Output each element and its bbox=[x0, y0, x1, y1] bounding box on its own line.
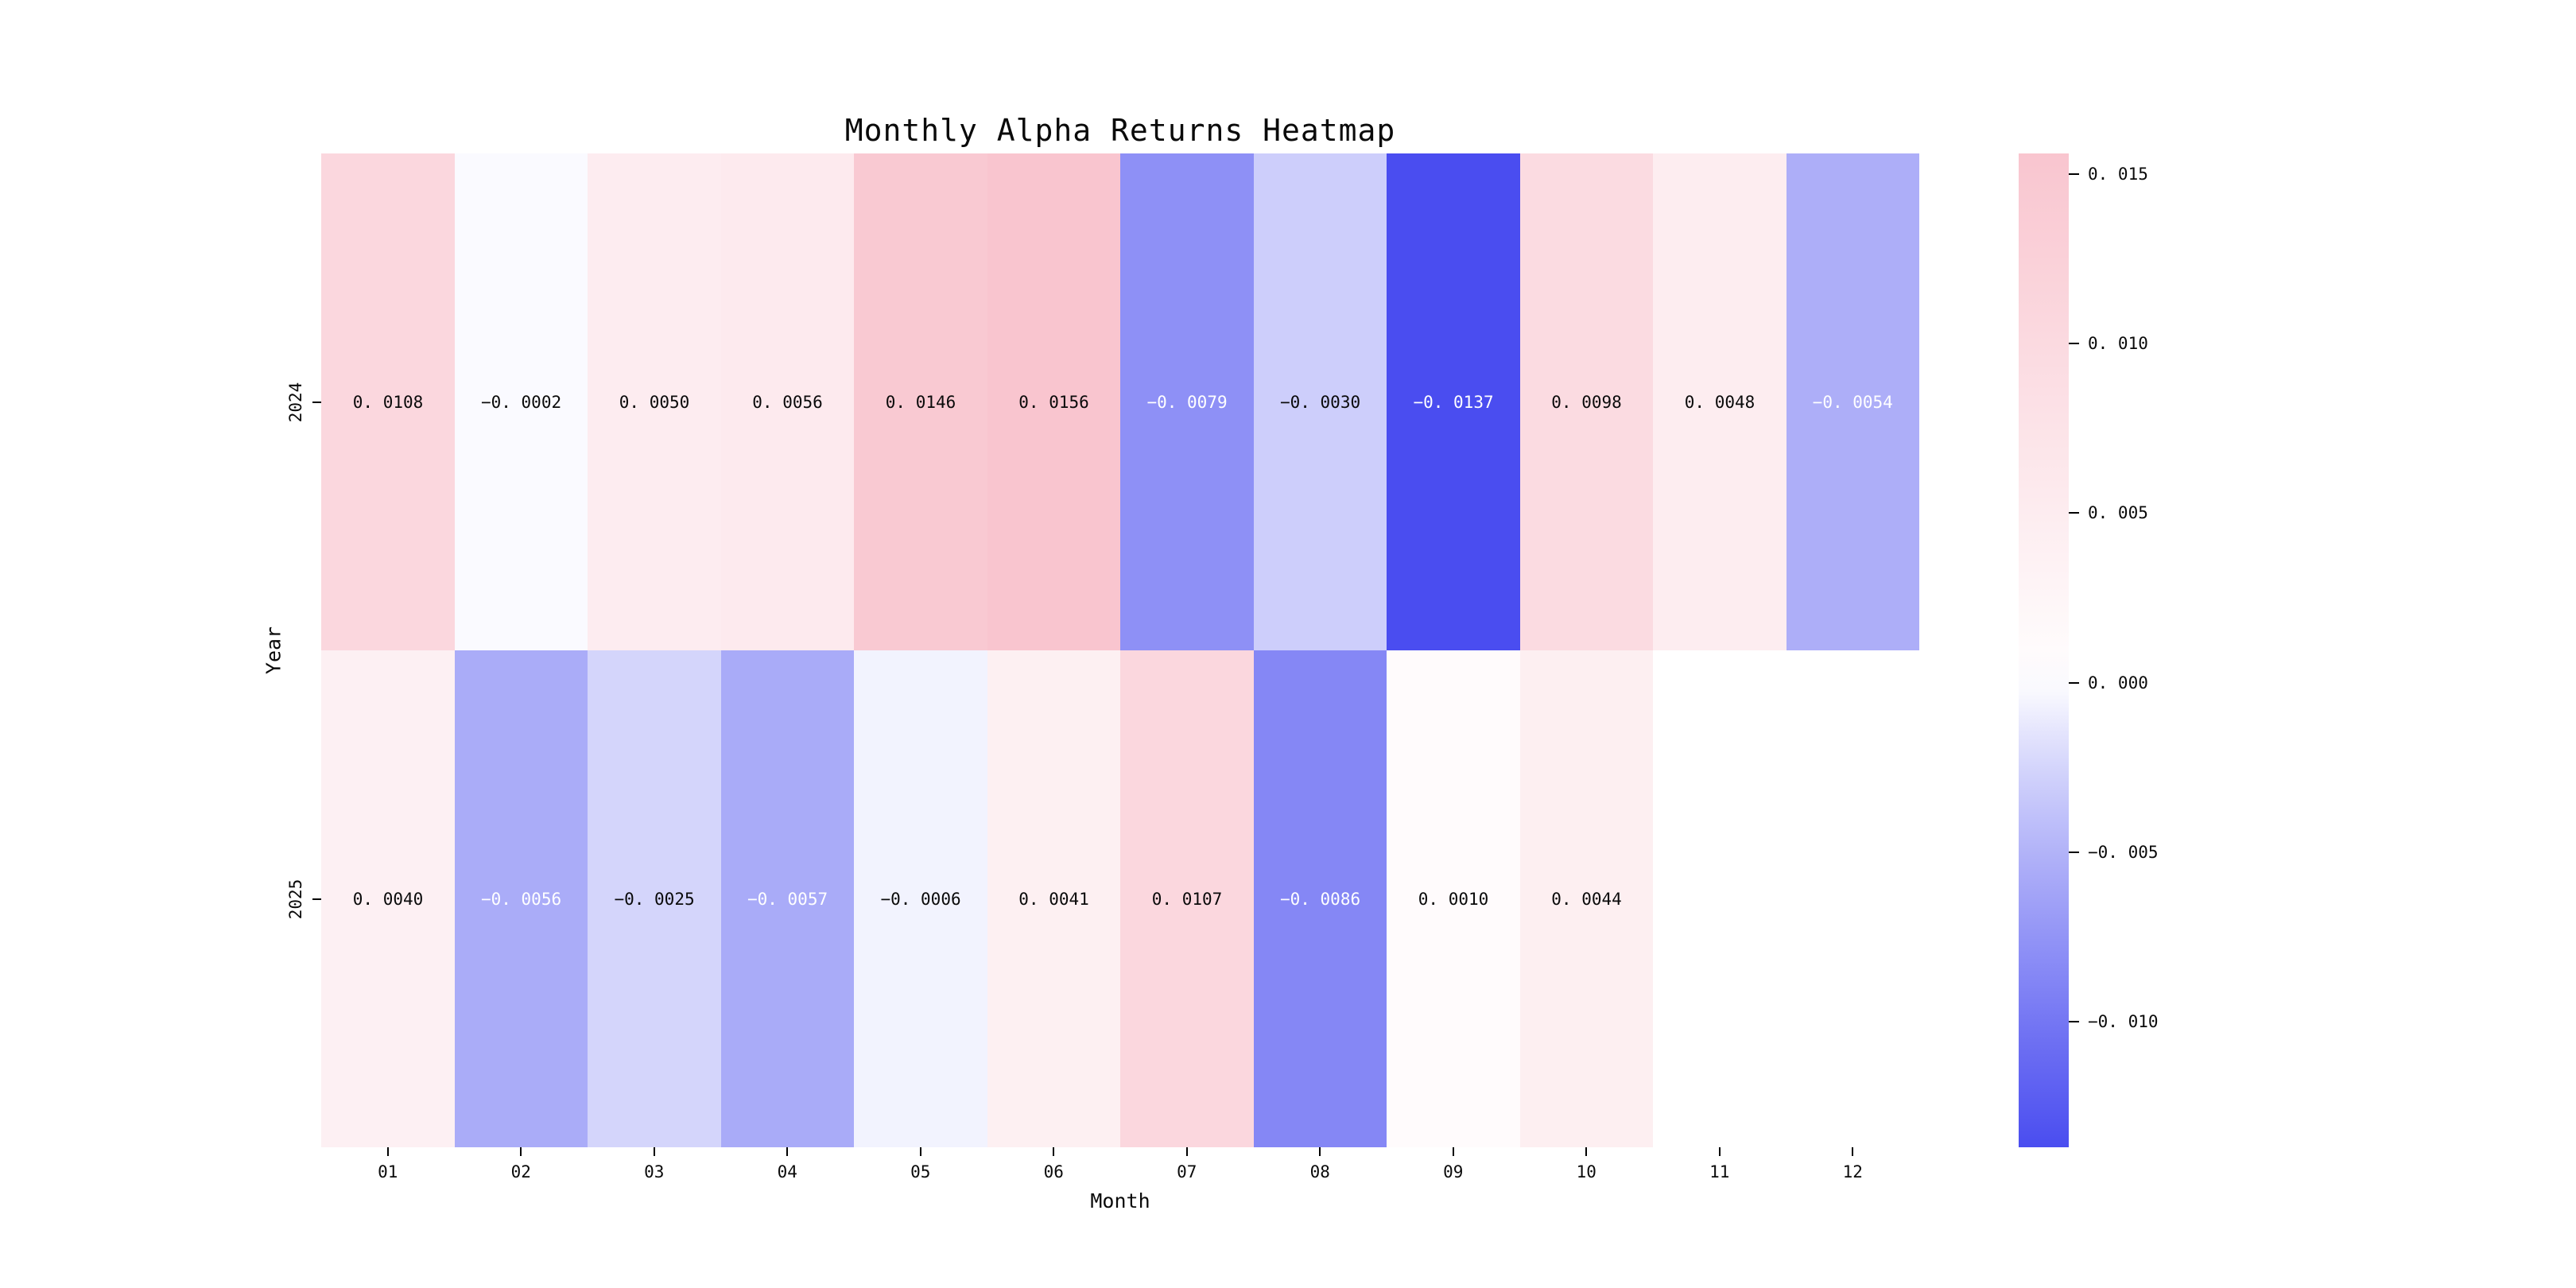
chart-title: Monthly Alpha Returns Heatmap bbox=[844, 113, 1396, 148]
cell-value: −0. 0079 bbox=[1146, 392, 1228, 412]
colorbar-tick-mark bbox=[2069, 512, 2079, 514]
cell-value: −0. 0002 bbox=[480, 392, 562, 412]
heatmap-cell: 0. 0040 bbox=[321, 650, 456, 1147]
cell-value: 0. 0040 bbox=[352, 889, 424, 909]
heatmap-cell bbox=[1653, 650, 1787, 1147]
heatmap-cell: 0. 0156 bbox=[987, 153, 1121, 651]
x-tick-mark bbox=[1718, 1147, 1721, 1156]
x-tick-label: 07 bbox=[1177, 1162, 1197, 1181]
cell-value: −0. 0025 bbox=[614, 889, 695, 909]
cell-value: 0. 0048 bbox=[1684, 392, 1755, 412]
x-tick-mark bbox=[1053, 1147, 1055, 1156]
heatmap-cell: −0. 0086 bbox=[1253, 650, 1387, 1147]
colorbar-tick-label: 0. 000 bbox=[2088, 673, 2148, 692]
x-tick-mark bbox=[653, 1147, 655, 1156]
heatmap-cell: −0. 0006 bbox=[854, 650, 988, 1147]
heatmap-cell: 0. 0044 bbox=[1519, 650, 1654, 1147]
x-tick-label: 11 bbox=[1709, 1162, 1730, 1181]
x-tick-label: 01 bbox=[378, 1162, 398, 1181]
heatmap-cell: 0. 0048 bbox=[1653, 153, 1787, 651]
x-tick-mark bbox=[786, 1147, 789, 1156]
heatmap-cell: −0. 0057 bbox=[720, 650, 855, 1147]
x-tick-label: 04 bbox=[777, 1162, 797, 1181]
heatmap-cell: 0. 0146 bbox=[854, 153, 988, 651]
colorbar-tick-label: 0. 010 bbox=[2088, 333, 2148, 353]
x-tick-label: 05 bbox=[910, 1162, 931, 1181]
y-tick-label: 2025 bbox=[286, 879, 305, 919]
cell-value: 0. 0098 bbox=[1551, 392, 1622, 412]
heatmap-cell: −0. 0079 bbox=[1120, 153, 1255, 651]
y-tick-mark bbox=[312, 898, 321, 900]
cell-value: 0. 0044 bbox=[1551, 889, 1622, 909]
y-tick-label: 2024 bbox=[286, 382, 305, 422]
x-tick-mark bbox=[1452, 1147, 1454, 1156]
cell-value: −0. 0006 bbox=[880, 889, 961, 909]
heatmap-cell: −0. 0137 bbox=[1387, 153, 1521, 651]
cell-value: −0. 0030 bbox=[1279, 392, 1361, 412]
x-tick-label: 03 bbox=[644, 1162, 665, 1181]
cell-value: 0. 0041 bbox=[1018, 889, 1089, 909]
cell-value: −0. 0054 bbox=[1812, 392, 1893, 412]
heatmap-cell: −0. 0002 bbox=[454, 153, 588, 651]
heatmap-cell: 0. 0056 bbox=[720, 153, 855, 651]
x-tick-mark bbox=[520, 1147, 522, 1156]
x-axis-label: Month bbox=[1090, 1189, 1150, 1212]
cell-value: 0. 0050 bbox=[619, 392, 690, 412]
cell-value: −0. 0056 bbox=[480, 889, 562, 909]
cell-value: 0. 0146 bbox=[885, 392, 956, 412]
colorbar-tick-label: −0. 005 bbox=[2088, 842, 2159, 862]
heatmap-cell: 0. 0050 bbox=[588, 153, 722, 651]
x-tick-label: 12 bbox=[1842, 1162, 1863, 1181]
colorbar-tick-mark bbox=[2069, 173, 2079, 175]
x-tick-mark bbox=[386, 1147, 389, 1156]
colorbar-tick-label: 0. 005 bbox=[2088, 503, 2148, 523]
colorbar-tick-mark bbox=[2069, 342, 2079, 344]
cell-value: 0. 0056 bbox=[752, 392, 823, 412]
heatmap-cell: −0. 0025 bbox=[588, 650, 722, 1147]
colorbar-tick-mark bbox=[2069, 1021, 2079, 1023]
x-tick-label: 09 bbox=[1443, 1162, 1464, 1181]
colorbar-tick-label: 0. 015 bbox=[2088, 164, 2148, 184]
x-tick-mark bbox=[1185, 1147, 1188, 1156]
cell-value: −0. 0137 bbox=[1413, 392, 1494, 412]
cell-value: −0. 0057 bbox=[747, 889, 828, 909]
y-tick-mark bbox=[312, 401, 321, 403]
cell-value: 0. 0010 bbox=[1418, 889, 1489, 909]
heatmap-cell: −0. 0030 bbox=[1253, 153, 1387, 651]
heatmap-cell: 0. 0041 bbox=[987, 650, 1121, 1147]
x-tick-label: 10 bbox=[1576, 1162, 1596, 1181]
heatmap-cell: 0. 0107 bbox=[1120, 650, 1255, 1147]
cell-value: 0. 0107 bbox=[1151, 889, 1223, 909]
x-tick-mark bbox=[1585, 1147, 1588, 1156]
colorbar-tick-mark bbox=[2069, 681, 2079, 684]
heatmap-cell: −0. 0056 bbox=[454, 650, 588, 1147]
heatmap-cell: 0. 0108 bbox=[321, 153, 456, 651]
heatmap-cell bbox=[1786, 650, 1919, 1147]
heatmap-cell: −0. 0054 bbox=[1786, 153, 1919, 651]
heatmap-cell: 0. 0098 bbox=[1519, 153, 1654, 651]
x-tick-label: 02 bbox=[510, 1162, 531, 1181]
x-tick-label: 06 bbox=[1043, 1162, 1064, 1181]
x-tick-mark bbox=[919, 1147, 921, 1156]
colorbar-tick-label: −0. 010 bbox=[2088, 1012, 2159, 1032]
y-axis-label: Year bbox=[262, 626, 285, 675]
colorbar-tick-mark bbox=[2069, 851, 2079, 853]
heatmap-cell: 0. 0010 bbox=[1387, 650, 1521, 1147]
x-tick-label: 08 bbox=[1309, 1162, 1330, 1181]
cell-value: −0. 0086 bbox=[1279, 889, 1361, 909]
x-tick-mark bbox=[1852, 1147, 1854, 1156]
colorbar-gradient bbox=[2019, 153, 2069, 1147]
cell-value: 0. 0156 bbox=[1018, 392, 1089, 412]
x-tick-mark bbox=[1319, 1147, 1321, 1156]
cell-value: 0. 0108 bbox=[352, 392, 424, 412]
